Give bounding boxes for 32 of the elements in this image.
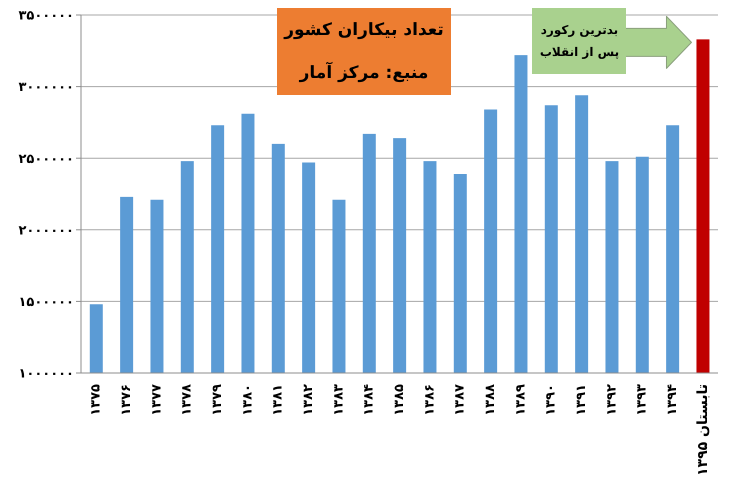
x-tick-label: ۱۳۸۴ (362, 384, 377, 416)
chart-title: تعداد بیکاران کشور (284, 20, 444, 40)
x-tick-label: ۱۳۸۸ (483, 384, 498, 416)
y-tick-label: ۳۵۰۰۰۰۰ (18, 8, 74, 24)
x-tick-label: ۱۳۹۲ (604, 384, 620, 416)
x-tick-label: ۱۳۸۱ (270, 384, 286, 416)
x-tick-label: ۱۳۹۰ (544, 384, 559, 416)
x-tick-label: ۱۳۷۶ (119, 384, 134, 416)
y-tick-label: ۱۵۰۰۰۰۰ (18, 295, 74, 310)
x-tick-label: ۱۳۷۹ (210, 384, 225, 416)
y-tick-label: ۱۰۰۰۰۰۰ (18, 366, 74, 382)
y-tick-label: ۲۰۰۰۰۰۰ (18, 223, 74, 238)
x-tick-label: ۱۳۷۷ (149, 384, 164, 416)
x-tick-label: ۱۳۸۵ (392, 384, 407, 416)
title-box: تعداد بیکاران کشور منبع: مرکز آمار (277, 8, 451, 95)
x-tick-label: ۱۳۹۴ (665, 384, 680, 416)
x-tick-label: ۱۳۸۰ (240, 384, 256, 416)
x-tick-label: ۱۳۹۳ (634, 384, 650, 416)
x-tick-label: ۱۳۷۵ (88, 384, 104, 416)
x-tick-label: ۱۳۸۲ (301, 384, 316, 416)
x-tick-label: ۱۳۸۷ (452, 384, 468, 416)
x-tick-label: ۱۳۷۸ (180, 384, 195, 416)
callout-box: بدترین رکورد پس از انقلاب (532, 8, 626, 74)
x-tick-label: تابستان ۱۳۹۵ (694, 384, 711, 476)
x-tick-label: ۱۳۸۹ (513, 384, 528, 416)
x-tick-label: ۱۳۸۳ (331, 384, 346, 416)
x-tick-label: ۱۳۸۶ (422, 384, 438, 416)
annotation: منبع: مرکز آمار (300, 63, 428, 84)
y-tick-label: ۳۰۰۰۰۰۰ (18, 80, 74, 96)
annotation: بدترین رکورد پس از انقلاب (538, 22, 620, 62)
y-tick-label: ۲۵۰۰۰۰۰ (18, 152, 74, 167)
x-tick-label: ۱۳۹۱ (574, 384, 589, 416)
